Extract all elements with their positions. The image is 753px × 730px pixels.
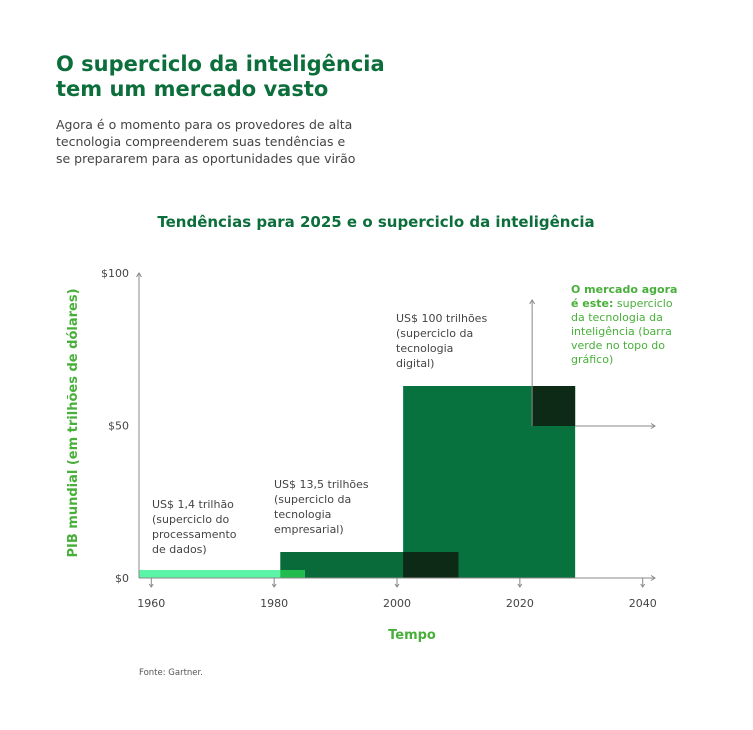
label-enterprise-tech-line: (superciclo da [274, 493, 351, 506]
source-note: Fonte: Gartner. [139, 668, 203, 678]
label-digital-tech: US$ 100 trilhões (superciclo da tecnologia… [396, 312, 487, 370]
label-digital-tech-line: (superciclo da [396, 327, 473, 340]
label-data-processing-line: US$ 1,4 trilhão [152, 498, 234, 511]
label-data-processing-line: de dados) [152, 543, 207, 556]
annotation-line-rest: superciclo [613, 297, 672, 310]
annotation-line: da tecnologia da [571, 311, 663, 324]
overlap-data-enterprise [280, 570, 305, 578]
annotation-line: O mercado agora [571, 283, 677, 296]
label-digital-tech-line: digital) [396, 357, 434, 370]
x-tick-label: 2020 [506, 597, 534, 610]
label-data-processing-line: (superciclo do [152, 513, 229, 526]
label-enterprise-tech-line: US$ 13,5 trilhões [274, 478, 369, 491]
highlight-intelligence-market [532, 386, 575, 426]
bar-data-processing [139, 570, 305, 578]
annotation-line: é este: superciclo [571, 297, 673, 310]
gdp-supercycle-chart: Tendências para 2025 e o superciclo da i… [0, 0, 753, 730]
annotation-line: inteligência (barra [571, 325, 672, 338]
y-axis-title: PIB mundial (em trilhões de dólares) [66, 288, 81, 557]
label-enterprise-tech-line: empresarial) [274, 523, 344, 536]
overlap-enterprise-digital [403, 552, 458, 578]
annotation-line: verde no topo do [571, 339, 665, 352]
y-tick-label: $0 [115, 572, 129, 585]
x-tick-label: 1960 [137, 597, 165, 610]
label-enterprise-tech-line: tecnologia [274, 508, 331, 521]
x-tick-label: 2000 [383, 597, 411, 610]
x-tick-label: 1980 [260, 597, 288, 610]
x-tick-label: 2040 [629, 597, 657, 610]
label-digital-tech-line: US$ 100 trilhões [396, 312, 487, 325]
label-enterprise-tech: US$ 13,5 trilhões (superciclo da tecnologi… [274, 478, 369, 536]
label-digital-tech-line: tecnologia [396, 342, 453, 355]
label-data-processing: US$ 1,4 trilhão (superciclo do processamen… [152, 498, 237, 556]
chart-title: Tendências para 2025 e o superciclo da i… [157, 213, 594, 231]
annotation-line: gráfico) [571, 353, 613, 366]
y-tick-label: $50 [108, 420, 129, 433]
x-axis-title: Tempo [388, 628, 436, 643]
label-data-processing-line: processamento [152, 528, 237, 541]
y-tick-label: $100 [101, 267, 129, 280]
